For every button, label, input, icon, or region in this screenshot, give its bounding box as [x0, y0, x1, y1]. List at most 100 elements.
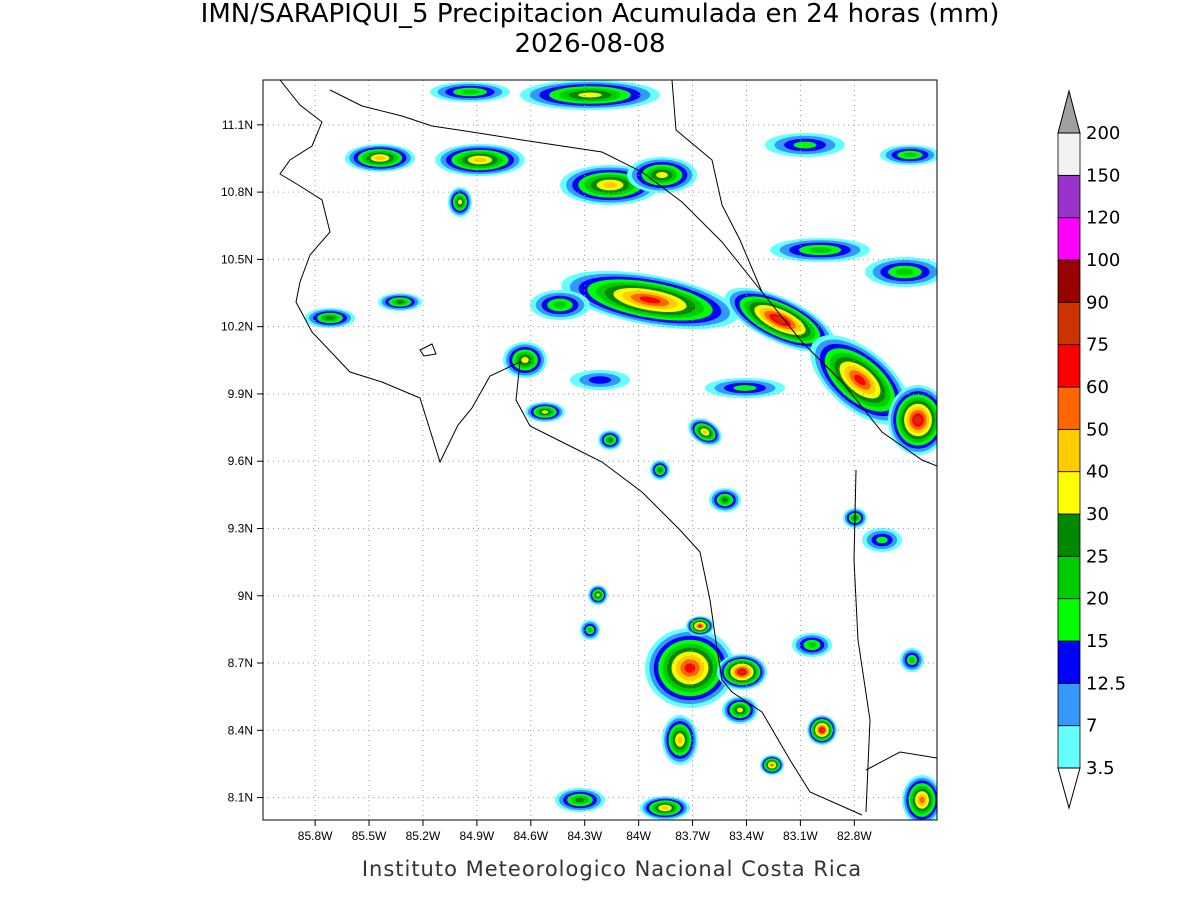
- x-tick-label: 85.5W: [352, 829, 387, 843]
- precip-cell: [909, 657, 915, 663]
- precip-cell: [473, 157, 487, 163]
- y-tick-label: 9.6N: [228, 454, 253, 468]
- colorbar-label: 150: [1086, 165, 1120, 186]
- y-tick-label: 8.4N: [228, 723, 253, 737]
- colorbar-box: [1057, 640, 1081, 684]
- precip-cell: [739, 670, 745, 674]
- precip-cell: [903, 152, 917, 158]
- precip-cell: [770, 763, 774, 767]
- y-tick-label: 9.9N: [228, 387, 253, 401]
- colorbar-label: 75: [1086, 335, 1109, 356]
- precip-cell: [677, 736, 683, 744]
- colorbar-box: [1057, 174, 1081, 219]
- y-tick-label: 10.2N: [221, 320, 253, 334]
- colorbar-label: 200: [1086, 123, 1120, 144]
- colorbar-box: [1057, 259, 1081, 303]
- colorbar-label: 50: [1086, 419, 1109, 440]
- precip-cell: [684, 663, 696, 673]
- plot-frame: [262, 79, 938, 821]
- precip-cell: [793, 141, 817, 149]
- x-tick-label: 84.3W: [567, 829, 602, 843]
- x-tick-label: 84W: [626, 829, 651, 843]
- y-tick-label: 11.1N: [222, 118, 253, 132]
- precip-cell: [698, 624, 702, 628]
- y-tick-label: 9N: [238, 589, 253, 603]
- colorbar-label: 15: [1086, 631, 1109, 652]
- colorbar-box: [1057, 598, 1081, 642]
- precip-cell: [808, 247, 832, 253]
- colorbar-box: [1057, 386, 1081, 430]
- map-title: IMN/SARAPIQUI_5 Precipitacion Acumulada …: [201, 0, 1000, 29]
- x-tick-label: 83.7W: [675, 829, 710, 843]
- colorbar-label: 90: [1086, 292, 1109, 313]
- colorbar-box: [1057, 217, 1081, 261]
- colorbar-box: [1057, 725, 1081, 769]
- precip-cell: [395, 300, 405, 304]
- precip-cell: [607, 438, 613, 442]
- precip-cell: [541, 410, 549, 414]
- precip-cell: [919, 796, 925, 804]
- colorbar-label: 20: [1086, 589, 1109, 610]
- precip-cell: [774, 316, 786, 324]
- precip-cell: [854, 374, 866, 386]
- precip-cell: [807, 642, 817, 648]
- caribbean-coast: [329, 89, 937, 467]
- precip-cell: [721, 497, 729, 503]
- x-tick-label: 84.9W: [460, 829, 495, 843]
- precip-cell: [639, 296, 661, 304]
- precip-cell: [578, 92, 602, 98]
- x-tick-label: 82.8W: [837, 829, 872, 843]
- x-tick-label: 83.4W: [729, 829, 764, 843]
- colorbar-label: 12.5: [1086, 673, 1126, 694]
- colorbar-box: [1057, 344, 1081, 388]
- precip-cell: [658, 468, 662, 472]
- colorbar-label: 120: [1086, 208, 1120, 229]
- colorbar-box: [1057, 132, 1081, 176]
- colorbar-box: [1057, 555, 1081, 600]
- x-tick-label: 84.6W: [513, 829, 548, 843]
- precip-cell: [460, 89, 480, 95]
- colorbar-box: [1057, 301, 1081, 346]
- nicaragua-border: [671, 80, 763, 293]
- precip-cell: [521, 357, 529, 363]
- y-tick-label: 8.1N: [228, 791, 253, 805]
- precip-cell: [820, 728, 824, 732]
- lake: [419, 343, 437, 357]
- precip-cell: [374, 155, 386, 161]
- precip-cell: [588, 376, 612, 384]
- precip-cell: [661, 806, 669, 810]
- precip-cell: [895, 268, 915, 276]
- colorbar-label: 30: [1086, 504, 1109, 525]
- y-tick-label: 9.3N: [228, 521, 253, 535]
- precip-cell: [733, 385, 757, 391]
- colorbar: 3.5 7 12.5 15 20 25 30 40 50 60 75 90 100 120 150 200: [1057, 89, 1126, 810]
- precip-cell: [458, 199, 462, 205]
- x-tick-label: 85.8W: [298, 829, 333, 843]
- colorbar-below: [1057, 767, 1081, 810]
- colorbar-label: 40: [1086, 462, 1109, 483]
- colorbar-label: 25: [1086, 546, 1109, 567]
- y-tick-label: 8.7N: [228, 656, 253, 670]
- precip-cell: [575, 797, 585, 803]
- coastlines: [279, 80, 937, 816]
- precip-cell: [876, 536, 888, 544]
- precip-field: [305, 80, 937, 820]
- panama-coast: [865, 751, 937, 771]
- colorbar-label: 60: [1086, 377, 1109, 398]
- colorbar-above: [1057, 89, 1081, 134]
- map-footer: Instituto Meteorologico Nacional Costa R…: [362, 857, 862, 881]
- precip-cell: [553, 301, 567, 309]
- pacific-coast: [279, 80, 863, 816]
- precip-cell: [325, 316, 335, 320]
- y-tick-label: 10.8N: [221, 185, 253, 199]
- precip-cell: [602, 182, 618, 188]
- precip-cell: [587, 627, 593, 633]
- x-tick-label: 83.1W: [783, 829, 818, 843]
- precip-cell: [702, 429, 708, 435]
- map-subtitle: 2026-08-08: [514, 29, 665, 59]
- precip-cell: [737, 707, 743, 713]
- colorbar-label: 3.5: [1086, 758, 1115, 779]
- colorbar-box: [1057, 513, 1081, 557]
- colorbar-box: [1057, 682, 1081, 727]
